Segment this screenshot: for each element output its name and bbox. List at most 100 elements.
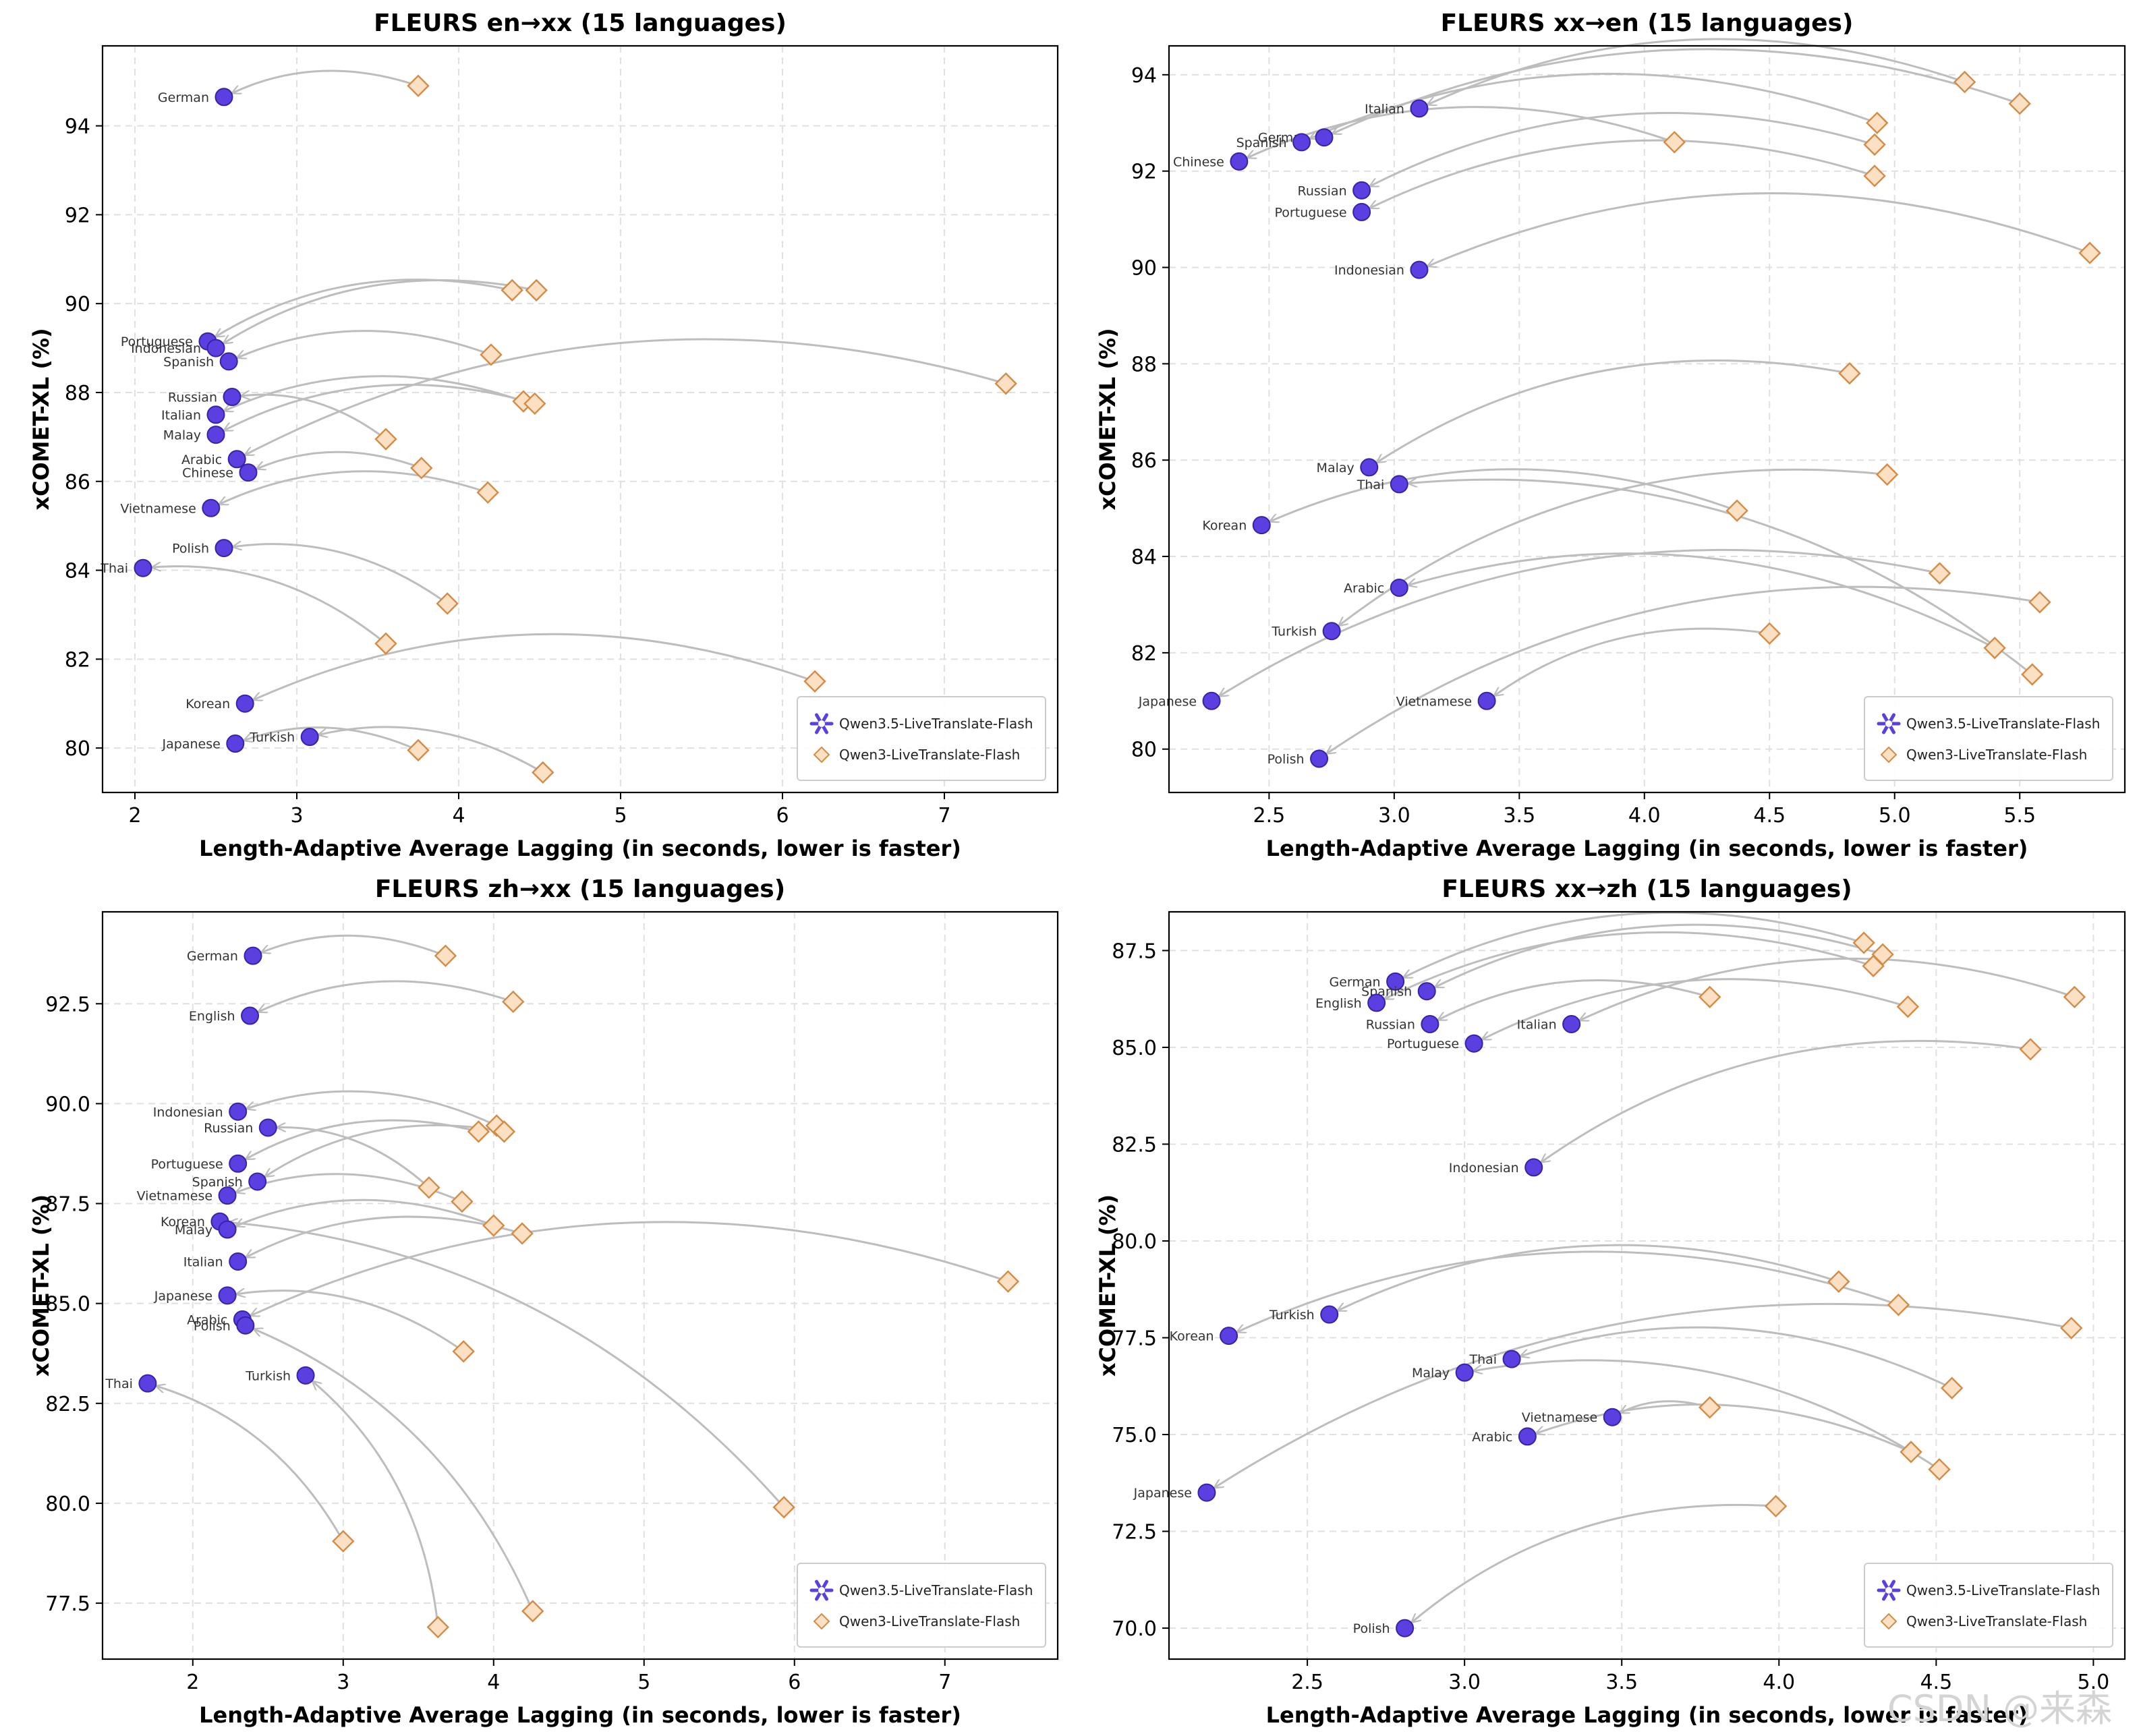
new-model-point-italian [1562, 1014, 1581, 1033]
chart-title: FLEURS xx→en (15 languages) [1441, 9, 1854, 37]
point-label-thai: Thai [100, 561, 128, 576]
point-label-japanese: Japanese [1138, 694, 1197, 709]
y-tick-label: 88 [1131, 353, 1157, 376]
new-model-point-japanese [1197, 1483, 1216, 1502]
point-label-german: German [158, 90, 209, 105]
point-label-vietnamese: Vietnamese [137, 1189, 212, 1204]
y-axis-label: xCOMET-XL (%) [28, 328, 54, 510]
arrow-malay [1377, 359, 1850, 463]
legend-label-new-model: Qwen3.5-LiveTranslate-Flash [839, 1582, 1033, 1598]
arrow-spanish [265, 1124, 505, 1176]
y-tick-label: 88 [65, 382, 90, 405]
point-label-russian: Russian [1297, 183, 1346, 198]
chart-title: FLEURS en→xx (15 languages) [374, 9, 787, 37]
new-model-point-indonesian [229, 1102, 248, 1121]
arrow-japanese [237, 1291, 465, 1352]
x-axis-label: Length-Adaptive Average Lagging (in seco… [1266, 1702, 2028, 1728]
new-model-point-english [241, 1006, 260, 1025]
old-model-point-korean [803, 670, 826, 693]
new-model-point-indonesian [206, 339, 225, 357]
chart-panel-2: 2.5 3.0 3.5 4.0 4.5 5.0 5.5 80 82 84 86 88 90 92 94 Ita… [1095, 9, 2126, 861]
arrow-italian [225, 375, 524, 411]
point-label-arabic: Arabic [1344, 581, 1384, 596]
new-model-point-portuguese [229, 1154, 248, 1173]
arrow-korean [1237, 1250, 1899, 1332]
arrow-german [233, 69, 419, 93]
arrow-portuguese [1483, 978, 1908, 1039]
y-axis-label: xCOMET-XL (%) [28, 1194, 54, 1377]
old-model-point-thai [332, 1530, 355, 1553]
arrow-russian [277, 1128, 430, 1188]
arrow-german [1404, 911, 1864, 977]
arrow-korean [229, 1222, 785, 1508]
new-model-point-arabic [1390, 578, 1408, 597]
legend-marker-old-model [1880, 746, 1898, 763]
old-model-point-english [1862, 954, 1885, 978]
arrow-turkish [1339, 468, 1887, 625]
x-tick-label: 4.0 [1628, 804, 1661, 828]
point-label-korean: Korean [161, 1215, 205, 1229]
chart-panel-3: 2 3 4 5 6 7 77.5 80.0 82.5 85.0 87.5 90.0 92.5 German… [28, 875, 1059, 1728]
old-model-point-japanese [407, 739, 430, 762]
point-label-vietnamese: Vietnamese [1522, 1410, 1597, 1425]
point-label-turkish: Turkish [249, 730, 295, 745]
x-tick-label: 2 [128, 804, 141, 828]
old-model-point-german [434, 944, 457, 967]
point-label-spanish: Spanish [163, 355, 214, 370]
chart-panel-1: 2 3 4 5 6 7 80 82 84 86 88 90 92 94 German PortugueseIn… [28, 9, 1059, 861]
old-model-point-thai [374, 632, 397, 655]
y-tick-label: 80.0 [1112, 1230, 1157, 1254]
new-model-point-russian [258, 1118, 277, 1137]
new-model-point-spanish [248, 1172, 267, 1191]
y-tick-label: 80.0 [45, 1493, 90, 1516]
legend-label-old-model: Qwen3-LiveTranslate-Flash [1906, 747, 2087, 763]
new-model-point-chinese [239, 463, 258, 482]
old-model-point-russian [418, 1176, 440, 1199]
new-model-point-german [215, 88, 233, 107]
new-model-point-italian [1410, 99, 1429, 118]
qwen-logo-icon [1877, 1580, 1901, 1601]
new-model-point-english [1367, 993, 1386, 1012]
y-tick-label: 82.5 [1112, 1133, 1157, 1157]
y-tick-label: 87.5 [1112, 939, 1157, 963]
arrow-indonesian [247, 1090, 497, 1127]
new-model-point-turkish [1322, 622, 1341, 641]
chart-title: FLEURS zh→xx (15 languages) [375, 875, 785, 903]
arrow-english [1385, 931, 1874, 998]
point-label-indonesian: Indonesian [1334, 263, 1404, 278]
point-label-indonesian: Indonesian [131, 341, 201, 356]
arrow-english [258, 980, 514, 1012]
new-model-point-spanish [1417, 982, 1436, 1001]
point-label-malay: Malay [163, 428, 201, 443]
arrow-thai [1520, 1326, 1953, 1389]
y-tick-label: 86 [1131, 449, 1157, 473]
x-tick-label: 3.5 [1605, 1671, 1638, 1694]
point-label-polish: Polish [194, 1319, 231, 1333]
new-model-point-portuguese [1352, 202, 1371, 221]
new-model-point-thai [134, 558, 152, 577]
axes-frame [101, 45, 1059, 794]
y-tick-label: 80 [65, 737, 90, 761]
legend-marker-old-model [1880, 1613, 1898, 1630]
point-label-indonesian: Indonesian [153, 1105, 223, 1120]
arrow-arabic [1408, 552, 1995, 649]
legend-box [1864, 696, 2113, 781]
point-label-malay: Malay [1412, 1366, 1450, 1381]
x-tick-label: 4.5 [1920, 1671, 1952, 1694]
point-label-portuguese: Portuguese [1275, 205, 1347, 220]
point-label-polish: Polish [1267, 752, 1305, 767]
legend: Qwen3.5-LiveTranslate-Flash Qwen3-LiveTra… [797, 696, 1046, 781]
x-tick-label: 3.0 [1378, 804, 1410, 828]
new-model-point-polish [1396, 1619, 1415, 1638]
y-tick-label: 86 [65, 471, 90, 494]
point-label-thai: Thai [1357, 478, 1385, 492]
x-tick-label: 2.5 [1253, 804, 1286, 828]
x-tick-label: 7 [938, 804, 950, 828]
arrow-turkish [319, 726, 544, 774]
arrow-turkish [313, 1381, 439, 1627]
old-model-point-chinese [410, 457, 433, 480]
old-model-point-portuguese [501, 279, 523, 302]
x-axis-label: Length-Adaptive Average Lagging (in seco… [1266, 836, 2028, 861]
new-model-point-korean [1252, 516, 1271, 535]
point-label-russian: Russian [1366, 1017, 1415, 1032]
